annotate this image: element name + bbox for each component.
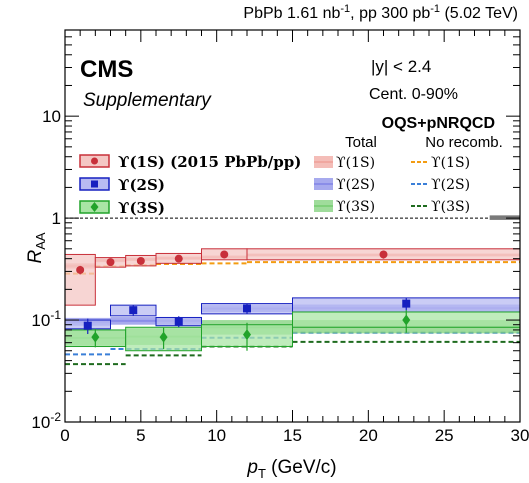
y-axis-title: RAA: [25, 232, 48, 263]
legend-marker-3S: [90, 202, 99, 212]
data-point-3S-2: [243, 329, 251, 341]
legend-model-total-label-3S: ϒ(3S): [336, 199, 375, 215]
x-tick-label-5: 25: [435, 426, 454, 445]
x-axis-title: pT (GeV/c): [246, 457, 336, 481]
data-point-3S-0: [91, 331, 100, 343]
data-layer: [76, 250, 411, 351]
model-column-total: Total: [345, 134, 377, 151]
header-luminosity: PbPb 1.61 nb-1, pp 300 pb-1 (5.02 TeV): [243, 3, 518, 22]
y-tick-label-2: 1: [52, 209, 61, 228]
data-point-1S-4: [220, 250, 229, 259]
legend-model-total-label-2S: ϒ(2S): [336, 177, 375, 193]
legend-marker-2S: [91, 180, 98, 188]
sys-box-1S-0: [64, 253, 96, 306]
data-point-1S-2: [136, 256, 145, 265]
legend-label-1S: ϒ(1S) (2015 PbPb/pp): [118, 153, 301, 171]
supplementary-label: Supplementary: [83, 90, 212, 111]
legend-model-norecomb-label-1S: ϒ(1S): [431, 155, 470, 171]
y-tick-label-3: 10: [42, 107, 61, 126]
legend-model-norecomb-label-2S: ϒ(2S): [431, 177, 470, 193]
data-point-2S-0: [83, 321, 92, 330]
data-point-2S-3: [243, 304, 251, 313]
experiment-label: CMS: [80, 56, 133, 83]
rapidity-selection: |y| < 2.4: [371, 57, 431, 76]
x-tick-label-0: 0: [60, 426, 69, 445]
x-tick-label-2: 10: [207, 426, 226, 445]
data-point-1S-1: [106, 258, 115, 267]
model-column-norecomb: No recomb.: [425, 134, 503, 151]
legend-model-total-label-1S: ϒ(1S): [336, 155, 375, 171]
global-uncertainty-box: [489, 215, 520, 220]
legend-model-norecomb-label-3S: ϒ(3S): [431, 199, 470, 215]
x-tick-label-4: 20: [359, 426, 378, 445]
legend-label-2S: ϒ(2S): [118, 176, 165, 194]
y-tick-label-0: 10-2: [31, 410, 61, 432]
legend: ϒ(1S) (2015 PbPb/pp) ϒ(2S) ϒ(3S) ϒ(1S) ϒ(1S)…: [79, 153, 470, 217]
data-point-2S-1: [129, 306, 138, 315]
legend-marker-1S: [91, 157, 98, 165]
data-point-1S-0: [76, 265, 85, 274]
centrality-selection: Cent. 0-90%: [369, 86, 458, 103]
x-tick-label-6: 30: [511, 426, 529, 445]
axes: 0 5 10 15 20 25 30 10-2 10-1 1 10: [31, 29, 529, 445]
data-point-1S-5: [379, 250, 388, 259]
data-point-2S-4: [402, 299, 411, 308]
data-point-3S-3: [402, 314, 411, 326]
data-point-1S-3: [174, 254, 183, 263]
y-tick-label-1: 10-1: [31, 308, 61, 330]
x-tick-label-1: 5: [136, 426, 145, 445]
legend-label-3S: ϒ(3S): [118, 199, 165, 217]
data-point-3S-1: [159, 331, 168, 343]
x-tick-label-3: 15: [283, 426, 302, 445]
model-title: OQS+pNRQCD: [382, 115, 495, 132]
data-point-2S-2: [174, 317, 183, 326]
